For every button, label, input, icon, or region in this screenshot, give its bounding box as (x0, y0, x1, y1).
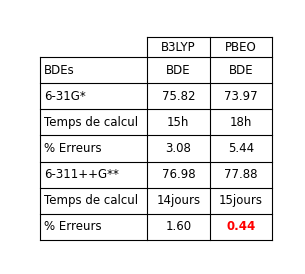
Text: 73.97: 73.97 (224, 90, 258, 103)
Text: 5.44: 5.44 (228, 142, 254, 155)
Text: BDE: BDE (166, 64, 191, 77)
Text: Temps de calcul: Temps de calcul (44, 116, 138, 129)
Text: 6-311++G**: 6-311++G** (44, 168, 119, 181)
Text: 6-31G*: 6-31G* (44, 90, 86, 103)
Text: 77.88: 77.88 (224, 168, 258, 181)
Text: BDE: BDE (228, 64, 253, 77)
Text: 18h: 18h (230, 116, 252, 129)
Text: 14jours: 14jours (156, 194, 200, 207)
Text: 76.98: 76.98 (162, 168, 195, 181)
Text: 75.82: 75.82 (162, 90, 195, 103)
Text: BDEs: BDEs (44, 64, 75, 77)
Text: Temps de calcul: Temps de calcul (44, 194, 138, 207)
Text: 1.60: 1.60 (165, 220, 191, 233)
Text: % Erreurs: % Erreurs (44, 142, 102, 155)
Text: 0.44: 0.44 (226, 220, 256, 233)
Text: 15jours: 15jours (219, 194, 263, 207)
Text: 15h: 15h (167, 116, 189, 129)
Text: B3LYP: B3LYP (161, 41, 196, 54)
Text: % Erreurs: % Erreurs (44, 220, 102, 233)
Text: 3.08: 3.08 (165, 142, 191, 155)
Text: PBEO: PBEO (225, 41, 257, 54)
